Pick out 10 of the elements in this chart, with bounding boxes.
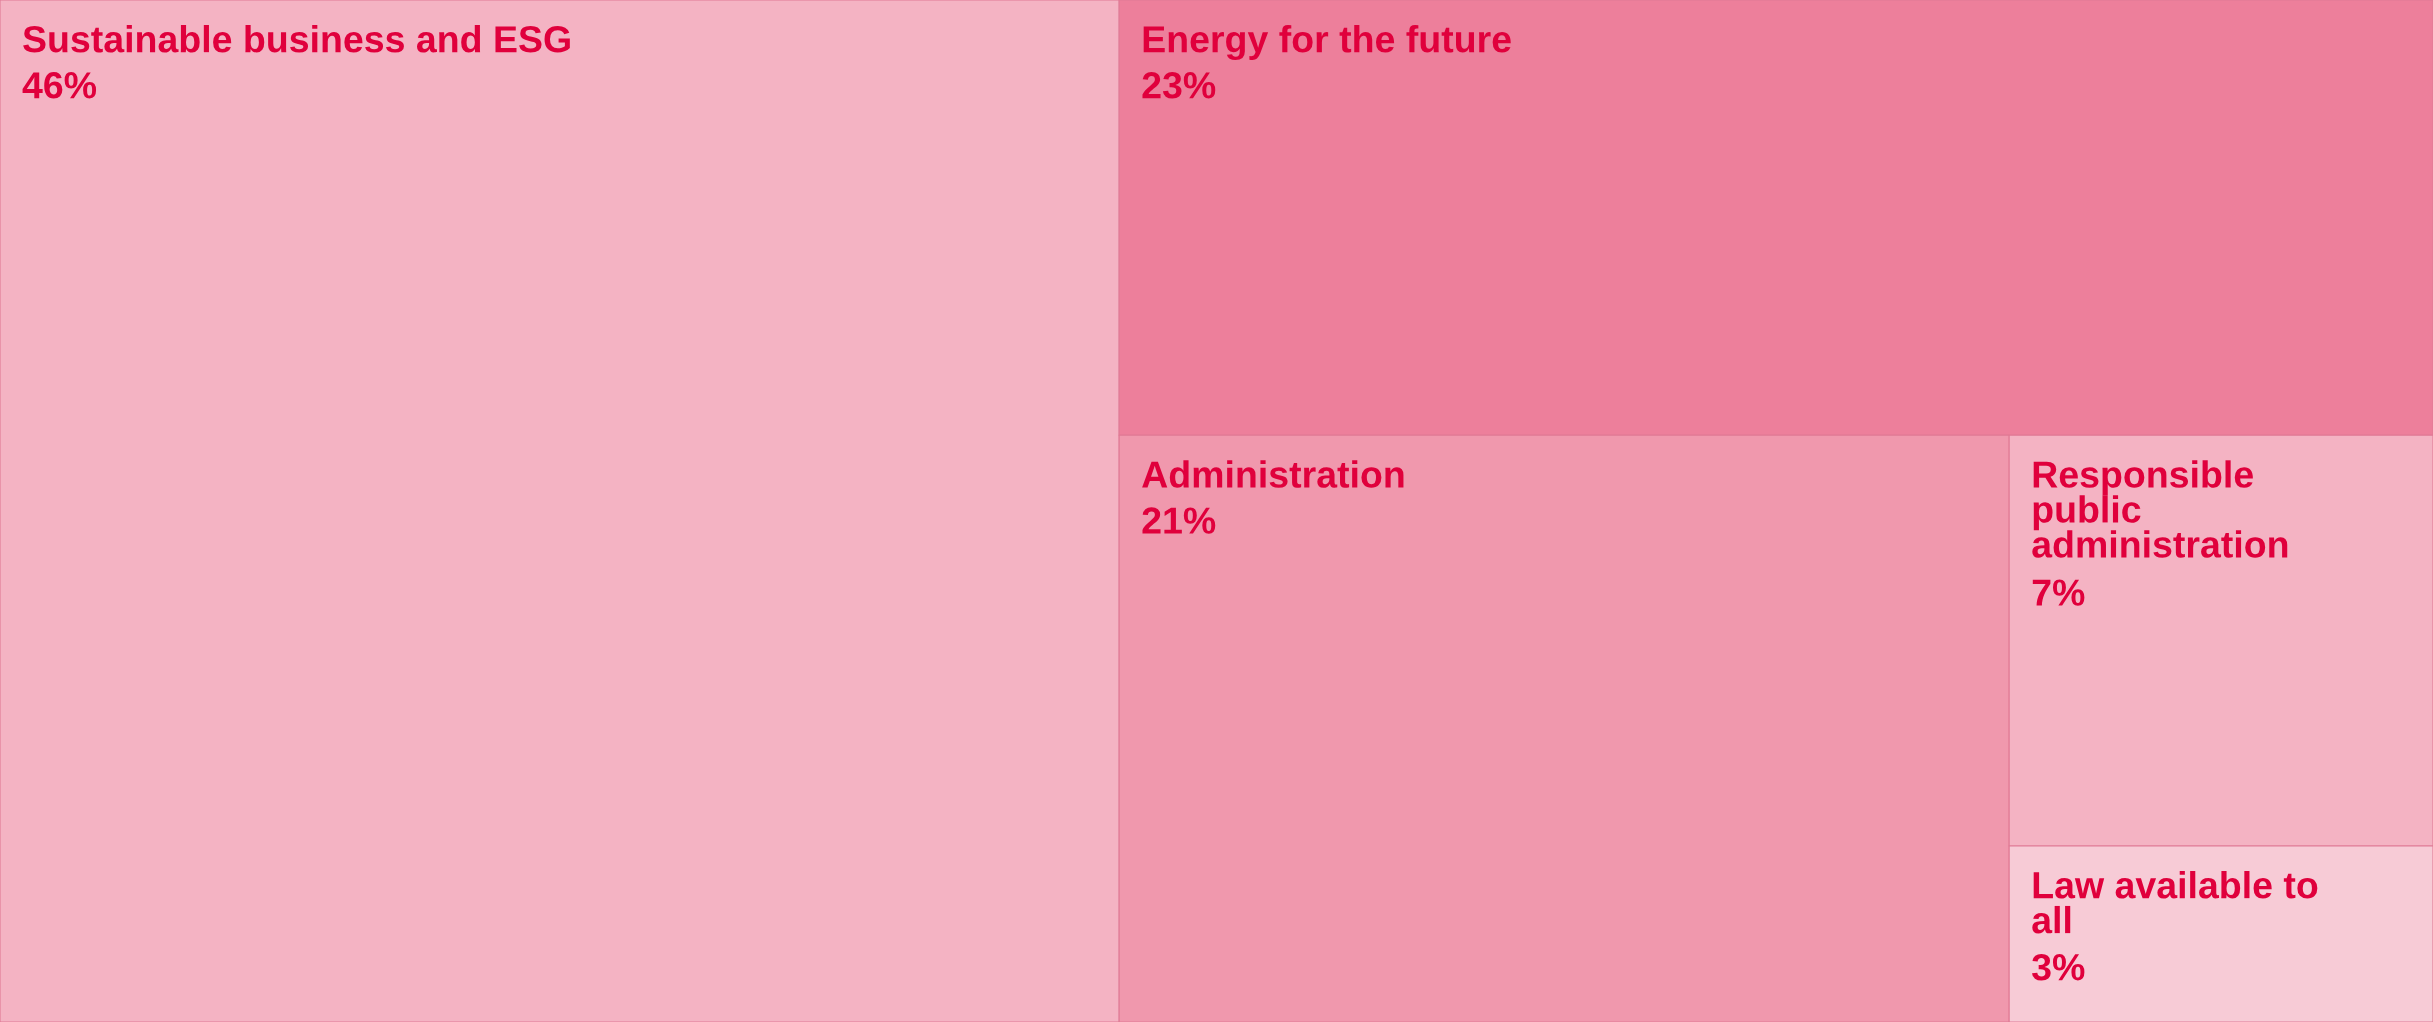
category-label: Administration [1142,460,1404,488]
category-label: Energy for the future [1143,25,1511,61]
data-label: 46% [22,71,97,99]
category-label: Sustainable business and ESG [23,25,570,53]
data-label: 3% [2032,953,2085,981]
data-label: 7% [2032,579,2085,606]
category-label: Responsible public administration [2032,460,2288,558]
data-label: 23% [1142,71,1216,99]
category-label: Law available to all [2032,870,2318,934]
data-label: 21% [1142,507,1216,534]
